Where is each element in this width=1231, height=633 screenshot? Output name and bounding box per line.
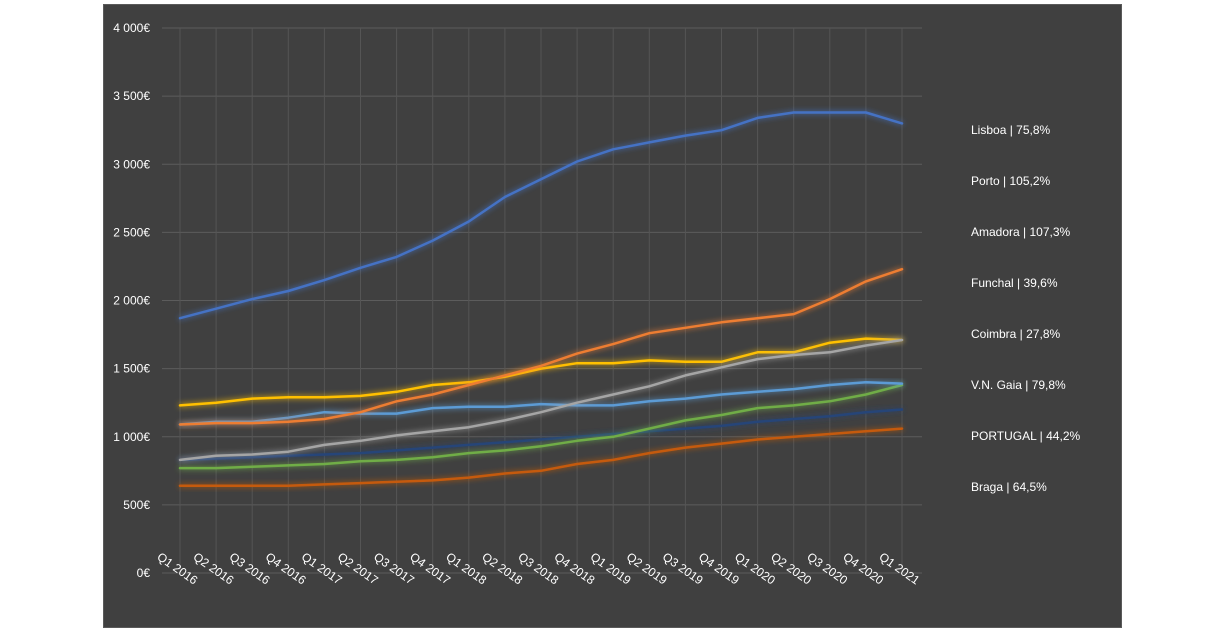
legend-label: Lisboa | 75,8% bbox=[971, 123, 1051, 137]
legend-label: Funchal | 39,6% bbox=[971, 276, 1058, 290]
series-line-1 bbox=[178, 111, 904, 320]
y-tick-label: 500€ bbox=[123, 498, 150, 512]
series-lines bbox=[178, 111, 904, 488]
series-line-7 bbox=[178, 408, 904, 462]
legend-label: Amadora | 107,3% bbox=[971, 225, 1071, 239]
series-line-8 bbox=[178, 427, 904, 488]
line-chart: 0€ 500€ 1 000€ 1 500€ 2 000€ 2 500€ 3 000€ 3 50… bbox=[113, 21, 1080, 588]
legend-label: V.N. Gaia | 79,8% bbox=[971, 378, 1066, 392]
y-tick-label: 3 000€ bbox=[113, 157, 150, 171]
x-tick-label: Q1 2021 bbox=[877, 550, 923, 588]
y-tick-label: 1 500€ bbox=[113, 362, 150, 376]
y-tick-label: 2 000€ bbox=[113, 294, 150, 308]
series-line-6 bbox=[178, 383, 904, 470]
legend-label: Porto | 105,2% bbox=[971, 174, 1050, 188]
series-line-2 bbox=[178, 267, 904, 426]
legend-label: Braga | 64,5% bbox=[971, 480, 1047, 494]
y-tick-label: 4 000€ bbox=[113, 21, 150, 35]
chart-area: 0€ 500€ 1 000€ 1 500€ 2 000€ 2 500€ 3 000€ 3 50… bbox=[103, 4, 1122, 628]
y-axis: 0€ 500€ 1 000€ 1 500€ 2 000€ 2 500€ 3 000€ 3 50… bbox=[113, 21, 150, 580]
series-line-3 bbox=[178, 338, 904, 462]
y-tick-label: 0€ bbox=[137, 566, 151, 580]
legend-label: Coimbra | 27,8% bbox=[971, 327, 1060, 341]
y-tick-label: 2 500€ bbox=[113, 225, 150, 239]
series-line-4 bbox=[178, 337, 904, 407]
series-line-5 bbox=[178, 381, 904, 426]
y-tick-label: 3 500€ bbox=[113, 89, 150, 103]
gridlines bbox=[162, 27, 922, 574]
y-tick-label: 1 000€ bbox=[113, 430, 150, 444]
legend-label: PORTUGAL | 44,2% bbox=[971, 429, 1080, 443]
legend: Lisboa | 75,8% Porto | 105,2% Amadora | 10… bbox=[936, 123, 1080, 494]
